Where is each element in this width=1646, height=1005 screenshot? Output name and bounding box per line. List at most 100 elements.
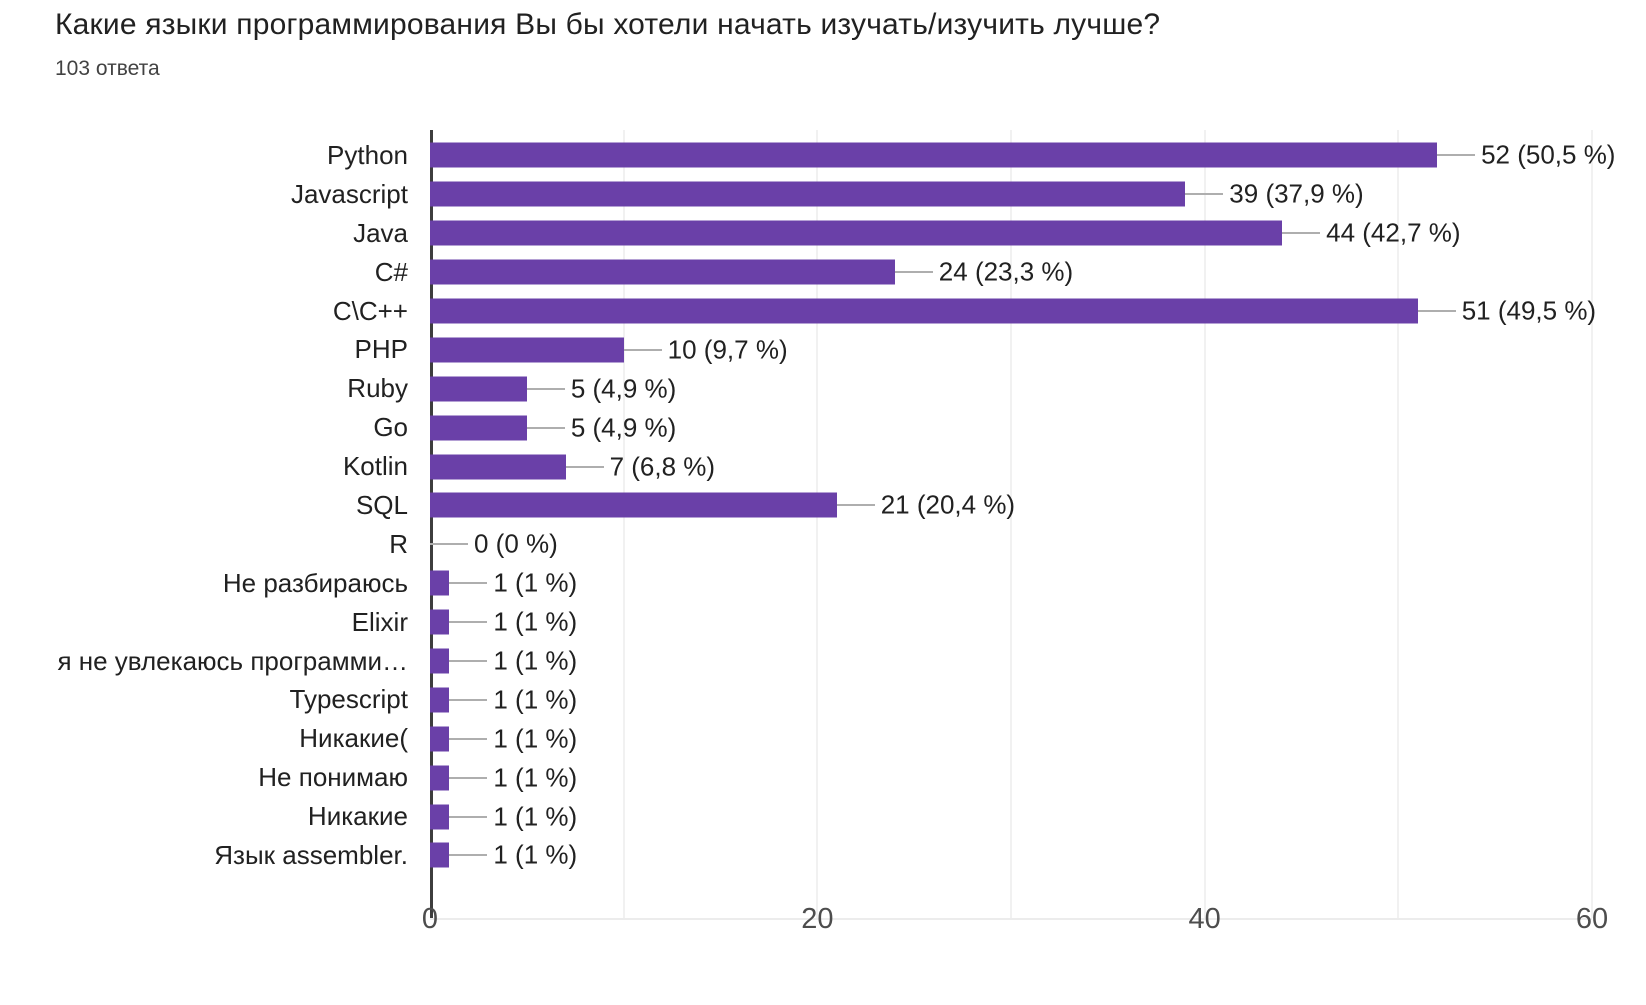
bar-track: 0 (0 %) (430, 525, 1592, 564)
gridline-40 (1203, 130, 1206, 918)
bar-value-label: 51 (49,5 %) (1461, 295, 1597, 326)
bar (430, 648, 450, 674)
leader-line (430, 543, 468, 546)
leader-line (623, 348, 662, 351)
category-label: Javascript (290, 178, 408, 209)
bar-track: 10 (9,7 %) (430, 330, 1592, 369)
bar-value-label: 1 (1 %) (493, 567, 578, 598)
chart-row: Typescript 1 (1 %) (0, 680, 1646, 719)
chart-row: Язык assembler. 1 (1 %) (0, 836, 1646, 875)
leader-line (1437, 154, 1476, 157)
bar-track: 1 (1 %) (430, 564, 1592, 603)
bar-track: 1 (1 %) (430, 797, 1592, 836)
chart-row: C\C++ 51 (49,5 %) (0, 292, 1646, 331)
bar-value-label: 1 (1 %) (493, 645, 578, 676)
bar-value-label: 1 (1 %) (493, 801, 578, 832)
bar (430, 337, 624, 363)
bar (430, 492, 837, 518)
leader-line (565, 465, 604, 468)
chart-row: Kotlin 7 (6,8 %) (0, 447, 1646, 486)
x-tick-label: 20 (801, 903, 834, 935)
gridline-30 (1010, 130, 1012, 918)
leader-line (894, 271, 933, 274)
bar (430, 842, 450, 868)
bar-track: 1 (1 %) (430, 836, 1592, 875)
category-label: Ruby (347, 373, 408, 404)
bar (430, 181, 1186, 207)
leader-line (526, 426, 565, 429)
chart-row: Python 52 (50,5 %) (0, 136, 1646, 175)
bar-value-label: 0 (0 %) (474, 528, 558, 559)
bar-value-label: 1 (1 %) (493, 723, 578, 754)
category-label: Typescript (289, 684, 409, 715)
bar (430, 259, 895, 285)
bar-track: 39 (37,9 %) (430, 175, 1592, 214)
chart-row: Java 44 (42,7 %) (0, 214, 1646, 253)
question-title: Какие языки программирования Вы бы хотел… (55, 8, 1161, 41)
bar-value-label: 10 (9,7 %) (667, 334, 788, 365)
bar-track: 1 (1 %) (430, 719, 1592, 758)
category-label: PHP (354, 334, 408, 365)
chart-row: Javascript 39 (37,9 %) (0, 175, 1646, 214)
chart-row: Никакие 1 (1 %) (0, 797, 1646, 836)
chart-row: PHP 10 (9,7 %) (0, 330, 1646, 369)
leader-line (449, 854, 488, 857)
response-count: 103 ответа (55, 57, 160, 80)
bar-track: 51 (49,5 %) (430, 292, 1596, 331)
leader-line (449, 776, 488, 779)
chart-row: Go 5 (4,9 %) (0, 408, 1646, 447)
category-label: R (389, 528, 408, 559)
bar-value-label: 7 (6,8 %) (609, 451, 716, 482)
bar-track: 24 (23,3 %) (430, 253, 1592, 292)
bar-track: 1 (1 %) (430, 758, 1592, 797)
bar (430, 142, 1438, 168)
bar (430, 454, 566, 480)
category-label: Elixir (351, 606, 408, 637)
gridline-20 (816, 130, 819, 918)
category-label: Никакие( (299, 723, 408, 754)
bar (430, 298, 1418, 324)
chart-row: SQL 21 (20,4 %) (0, 486, 1646, 525)
bar-value-label: 1 (1 %) (493, 839, 578, 870)
gridline-60 (1591, 130, 1593, 918)
leader-line (449, 582, 488, 585)
category-label: Не понимаю (258, 762, 408, 793)
bar-value-label: 5 (4,9 %) (570, 412, 677, 443)
bar-track: 1 (1 %) (430, 603, 1592, 642)
leader-line (1282, 232, 1321, 235)
bar-track: 44 (42,7 %) (430, 214, 1592, 253)
x-tick-label: 0 (421, 903, 439, 935)
chart-row: Никакие( 1 (1 %) (0, 719, 1646, 758)
category-label: Python (327, 139, 408, 170)
leader-line (1417, 310, 1456, 312)
bar (430, 726, 450, 752)
leader-line (526, 387, 565, 390)
chart-row: Elixir 1 (1 %) (0, 603, 1646, 642)
category-label: Не разбираюсь (222, 567, 408, 598)
bar-value-label: 24 (23,3 %) (938, 256, 1074, 287)
leader-line (836, 504, 875, 507)
leader-line (449, 815, 488, 818)
chart-row: я не увлекаюсь программи… 1 (1 %) (0, 642, 1646, 681)
bar-value-label: 44 (42,7 %) (1326, 217, 1461, 248)
bar (430, 376, 527, 402)
chart-row: R 0 (0 %) (0, 525, 1646, 564)
leader-line (449, 737, 488, 740)
bar-value-label: 52 (50,5 %) (1481, 139, 1616, 170)
bar (430, 415, 527, 441)
bar-track: 1 (1 %) (430, 642, 1592, 681)
x-tick-label: 60 (1575, 903, 1609, 935)
bar-track: 52 (50,5 %) (430, 136, 1615, 175)
chart-row: C# 24 (23,3 %) (0, 253, 1646, 292)
bar (430, 609, 450, 635)
bar (430, 220, 1283, 246)
category-label: я не увлекаюсь программи… (57, 645, 408, 676)
bar-value-label: 21 (20,4 %) (880, 489, 1016, 520)
bar (430, 687, 450, 713)
category-label: Kotlin (342, 451, 408, 482)
bar-value-label: 1 (1 %) (493, 606, 578, 637)
leader-line (1185, 193, 1224, 196)
category-label: Язык assembler. (214, 839, 408, 870)
gridline-50 (1397, 130, 1400, 918)
